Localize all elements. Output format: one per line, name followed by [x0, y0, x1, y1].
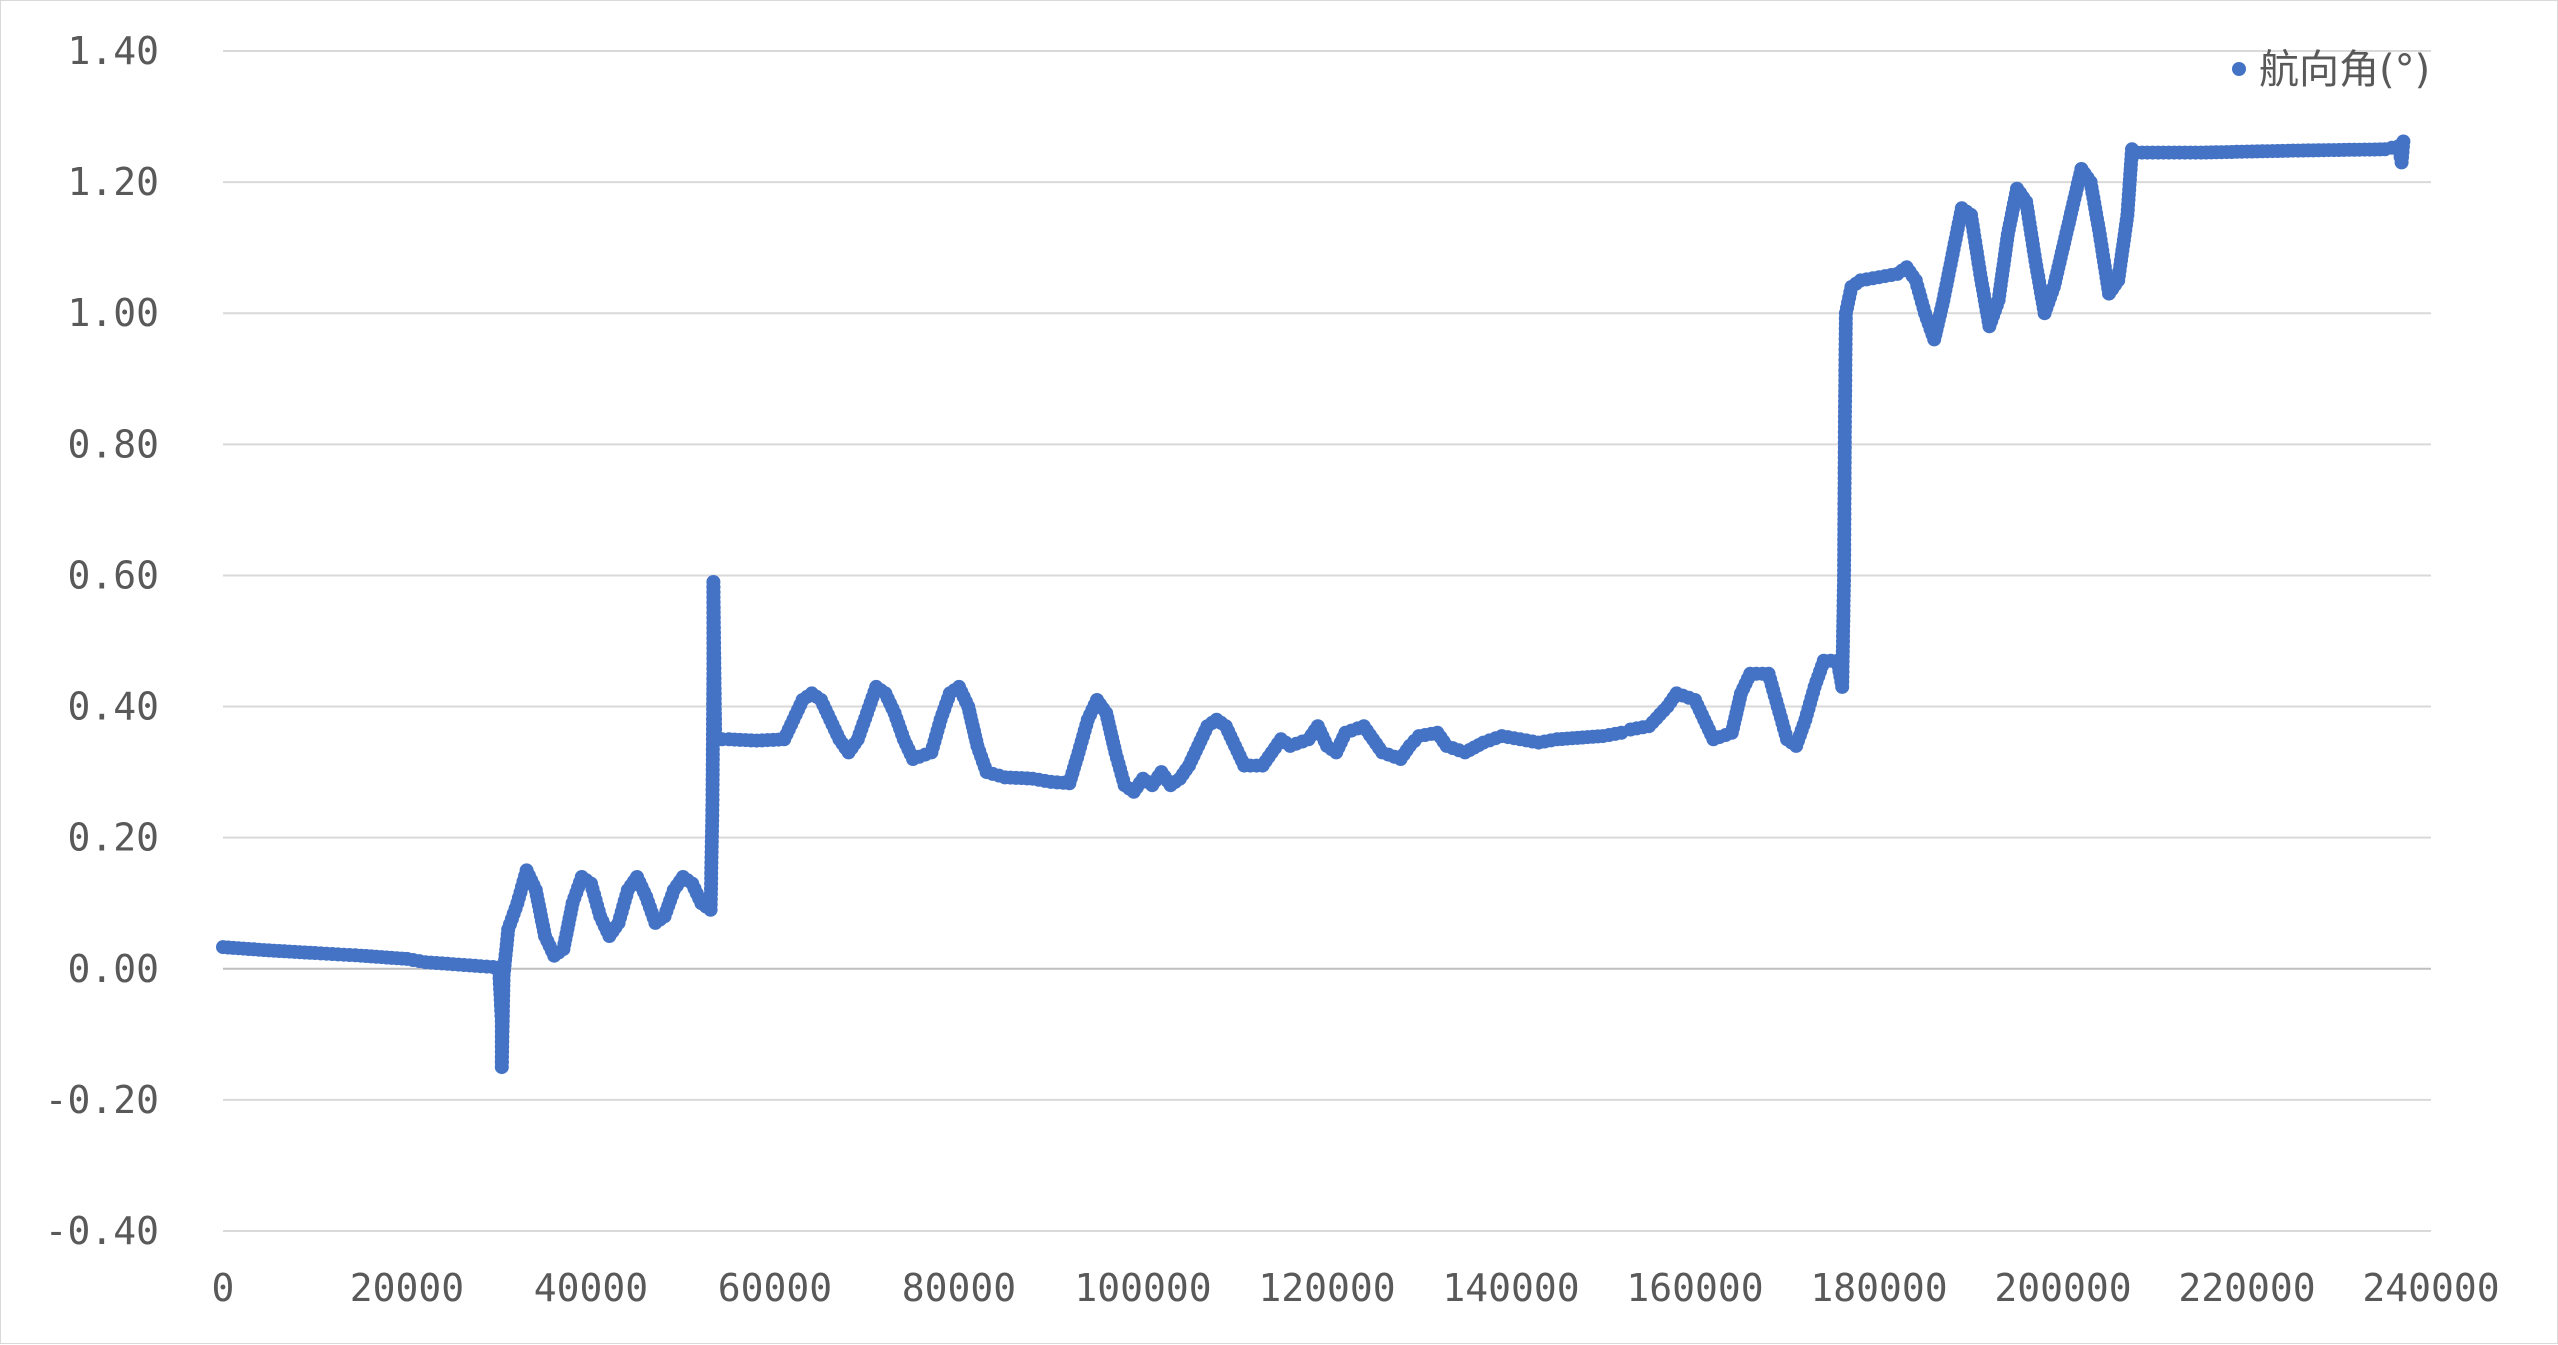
x-axis-tick-labels: 0 20000 40000 60000 80000 100000 120000 140000 1…	[212, 1266, 2500, 1310]
y-tick-label: -0.20	[45, 1078, 159, 1122]
data-series	[216, 134, 2411, 1075]
y-tick-label: 1.40	[67, 29, 159, 73]
y-tick-label: 0.60	[67, 553, 159, 597]
legend-marker	[2232, 62, 2246, 76]
x-tick-label: 200000	[1994, 1266, 2131, 1310]
y-axis-tick-labels: 1.40 1.20 1.00 0.80 0.60 0.40 0.20 0.00 -0.20 -0.…	[45, 29, 159, 1253]
y-tick-label: 1.00	[67, 291, 159, 335]
x-tick-label: 180000	[1810, 1266, 1947, 1310]
y-tick-label: 0.20	[67, 816, 159, 860]
y-tick-label: 1.20	[67, 160, 159, 204]
data-point	[2396, 134, 2411, 149]
grid-lines	[223, 50, 2431, 1232]
y-tick-label: 0.00	[67, 947, 159, 991]
x-tick-label: 100000	[1074, 1266, 1211, 1310]
x-tick-label: 140000	[1442, 1266, 1579, 1310]
x-tick-label: 40000	[534, 1266, 648, 1310]
legend-series-label: 航向角(°)	[2259, 47, 2430, 93]
legend: 航向角(°)	[2232, 47, 2430, 93]
x-tick-label: 160000	[1626, 1266, 1763, 1310]
x-tick-label: 60000	[718, 1266, 832, 1310]
y-tick-label: 0.80	[67, 422, 159, 466]
x-tick-label: 240000	[2362, 1266, 2499, 1310]
x-tick-label: 120000	[1258, 1266, 1395, 1310]
x-tick-label: 0	[212, 1266, 235, 1310]
x-tick-label: 220000	[2178, 1266, 2315, 1310]
y-tick-label: -0.40	[45, 1209, 159, 1253]
x-tick-label: 20000	[350, 1266, 464, 1310]
y-tick-label: 0.40	[67, 685, 159, 729]
x-tick-label: 80000	[902, 1266, 1016, 1310]
